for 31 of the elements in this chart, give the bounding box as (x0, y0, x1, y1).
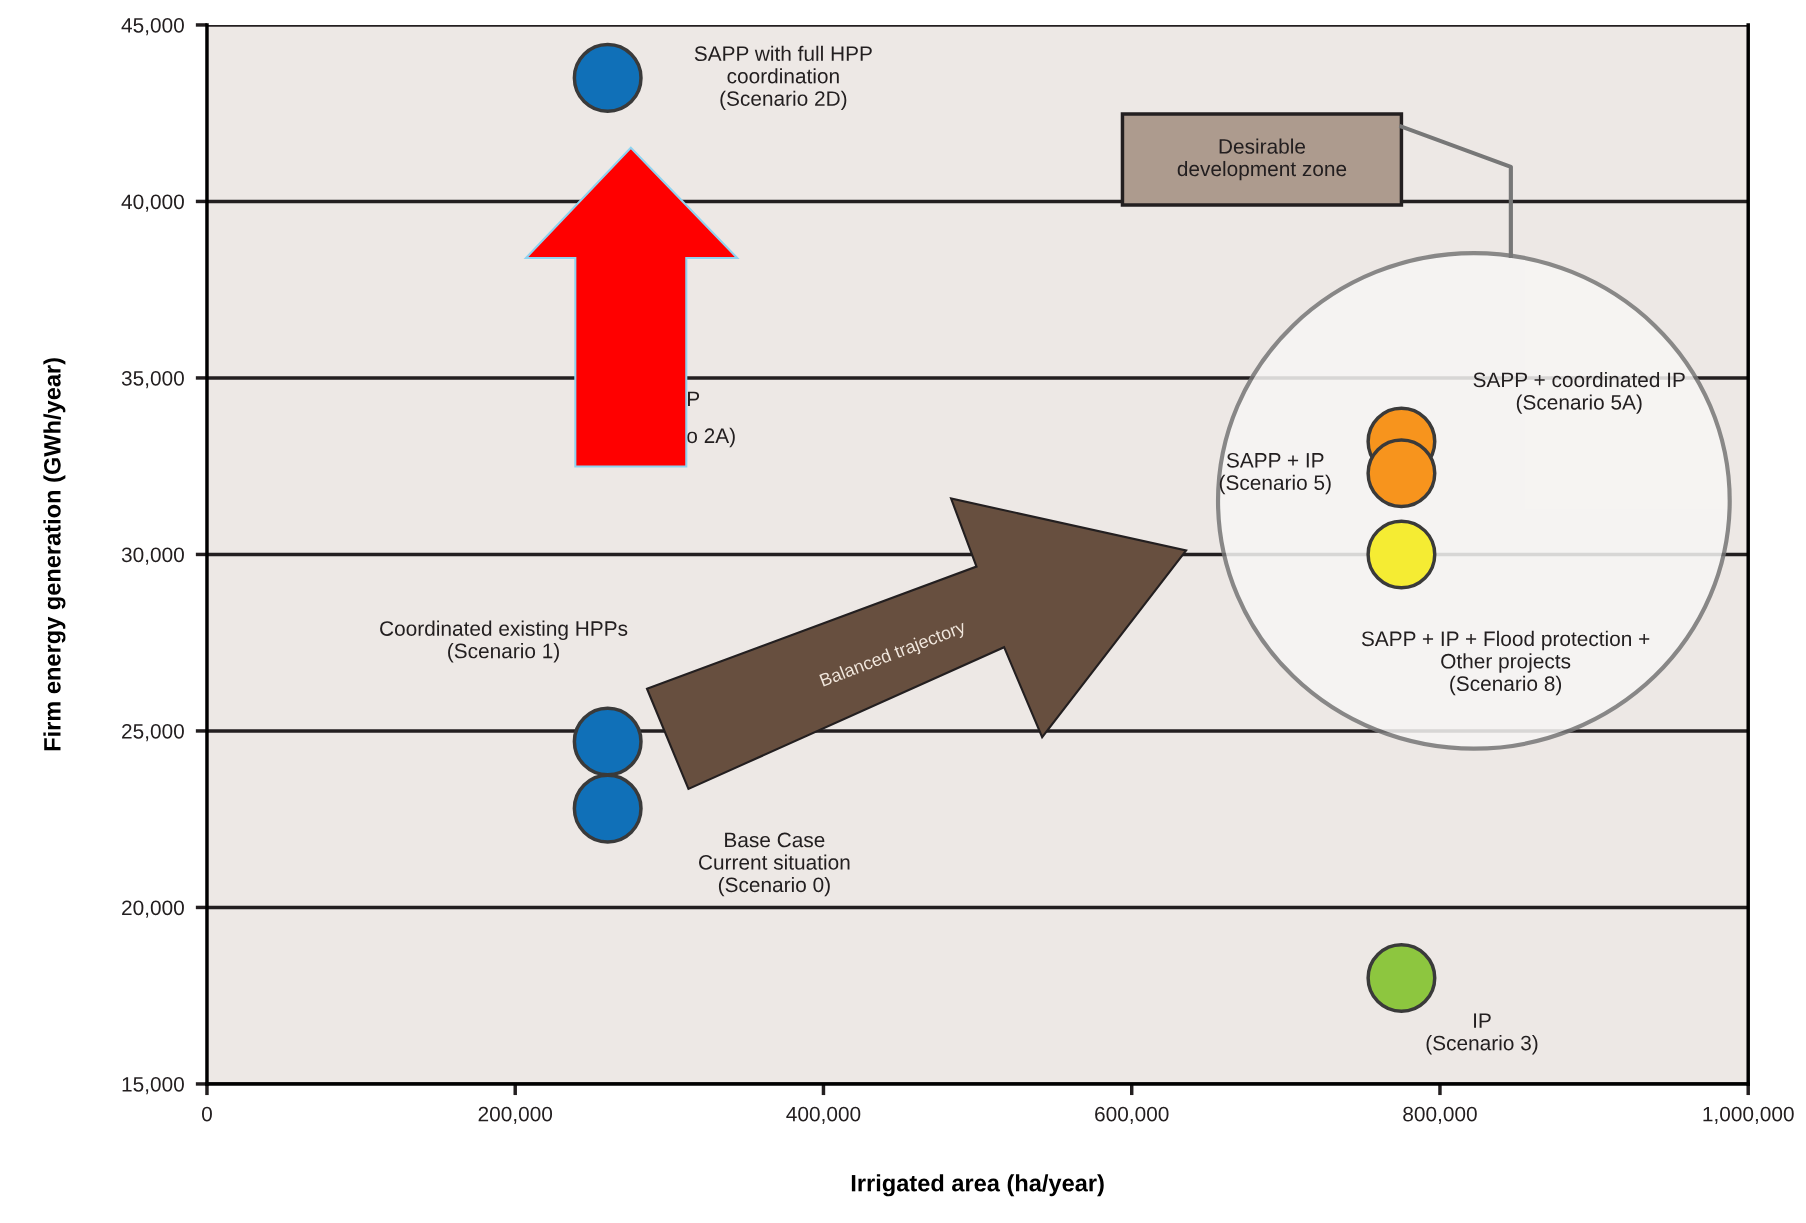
point (1366, 438, 1437, 509)
text: SAPP + IP + Flood protection + Other projects (Scenario 8) (1361, 630, 1650, 696)
x-tick-label: 200,000 (478, 1106, 553, 1124)
annotation: Desirable development zone (1177, 138, 1347, 181)
point (1366, 519, 1437, 590)
point (572, 773, 643, 844)
y-tick-label: 20,000 (122, 900, 184, 918)
series-label: SAPP + IP (Scenario 5) (1219, 452, 1331, 495)
y-tick-label: 30,000 (121, 547, 184, 565)
y-tick-label: 40,000 (121, 194, 184, 212)
x-tick-label: 1,000,000 (1703, 1106, 1794, 1124)
y-tick-label: 35,000 (121, 370, 184, 389)
x-axis-title: Irrigated area (ha/year) (851, 1174, 1104, 1197)
x-tick-label: 800,000 (1403, 1106, 1477, 1124)
y-tick-label: 15,000 (122, 1076, 184, 1095)
point (1366, 943, 1437, 1014)
annotation: P (688, 391, 700, 406)
series-label: IP (Scenario 3) (1426, 1013, 1538, 1055)
text: SAPP with full HPP coordination (Scenario 2D) (694, 45, 872, 111)
y-tick-label: 25,000 (122, 723, 184, 742)
text: Coordinated existing HPPs (Scenario 1) (380, 620, 628, 663)
point (572, 706, 643, 777)
text: Base Case Current situation (Scenario 0) (698, 832, 850, 897)
y-tick-label: 45,000 (121, 17, 184, 36)
text: SAPP + coordinated IP (Scenario 5A) (1473, 371, 1685, 414)
annotation: o 2A) (687, 427, 735, 448)
x-tick-label: 0 (201, 1106, 212, 1122)
point (572, 42, 643, 113)
y-axis-title: Firm energy generation (GWh/year) (43, 358, 66, 751)
x-tick-label: 400,000 (786, 1106, 861, 1124)
x-tick-label: 600,000 (1095, 1106, 1169, 1124)
